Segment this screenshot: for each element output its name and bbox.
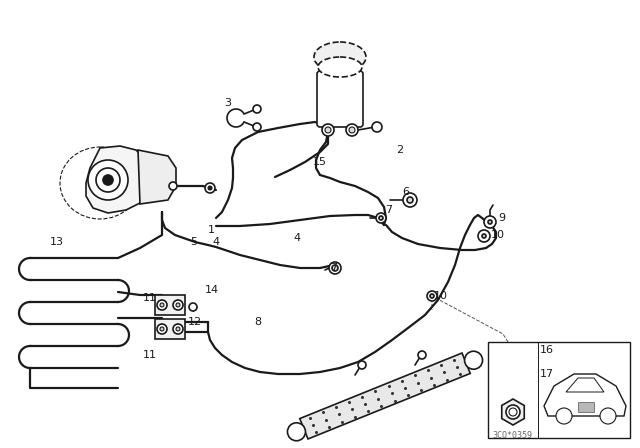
Text: 17: 17: [540, 369, 554, 379]
Text: 15: 15: [313, 157, 327, 167]
Text: 6: 6: [402, 187, 409, 197]
Circle shape: [287, 423, 305, 441]
Circle shape: [506, 405, 520, 419]
Polygon shape: [300, 353, 470, 439]
Text: 7: 7: [330, 263, 337, 273]
Circle shape: [407, 197, 413, 203]
Circle shape: [379, 216, 383, 220]
Polygon shape: [502, 399, 524, 425]
Circle shape: [508, 347, 518, 357]
Circle shape: [96, 168, 120, 192]
Polygon shape: [86, 146, 150, 213]
FancyBboxPatch shape: [488, 342, 630, 438]
Circle shape: [556, 408, 572, 424]
Text: 4: 4: [212, 237, 219, 247]
Circle shape: [506, 357, 520, 371]
Ellipse shape: [318, 57, 362, 77]
Text: 10: 10: [434, 291, 448, 301]
Circle shape: [376, 213, 386, 223]
Text: 3CO*0359: 3CO*0359: [492, 431, 532, 439]
Circle shape: [465, 351, 483, 369]
Circle shape: [358, 361, 366, 369]
Ellipse shape: [314, 42, 366, 72]
Text: 14: 14: [205, 285, 219, 295]
Circle shape: [418, 351, 426, 359]
Circle shape: [322, 124, 334, 136]
Circle shape: [325, 127, 331, 133]
Text: 13: 13: [50, 237, 64, 247]
Circle shape: [509, 408, 517, 416]
Circle shape: [478, 230, 490, 242]
Circle shape: [160, 327, 164, 331]
Circle shape: [349, 127, 355, 133]
Circle shape: [427, 291, 437, 301]
Text: 10: 10: [491, 230, 505, 240]
Circle shape: [173, 300, 183, 310]
Circle shape: [329, 262, 341, 274]
Text: 12: 12: [188, 317, 202, 327]
Text: 5: 5: [190, 237, 197, 247]
Text: 3: 3: [224, 98, 231, 108]
Text: 7: 7: [385, 205, 392, 215]
Circle shape: [103, 175, 113, 185]
Circle shape: [253, 123, 261, 131]
Circle shape: [253, 105, 261, 113]
FancyBboxPatch shape: [317, 71, 363, 127]
Text: 4: 4: [293, 233, 300, 243]
Circle shape: [176, 327, 180, 331]
Circle shape: [205, 183, 215, 193]
Text: 11: 11: [143, 350, 157, 360]
Circle shape: [157, 300, 167, 310]
Circle shape: [346, 124, 358, 136]
Circle shape: [372, 122, 382, 132]
Circle shape: [488, 220, 492, 224]
Text: 9: 9: [498, 213, 505, 223]
Circle shape: [88, 160, 128, 200]
Text: 2: 2: [396, 145, 403, 155]
Circle shape: [501, 352, 525, 376]
FancyBboxPatch shape: [155, 295, 185, 315]
Circle shape: [208, 186, 212, 190]
Circle shape: [157, 324, 167, 334]
Circle shape: [600, 408, 616, 424]
Circle shape: [189, 303, 197, 311]
Circle shape: [169, 182, 177, 190]
Circle shape: [332, 265, 338, 271]
FancyBboxPatch shape: [155, 319, 185, 339]
Polygon shape: [138, 150, 176, 204]
Text: 16: 16: [540, 345, 554, 355]
Circle shape: [482, 234, 486, 238]
Text: 1: 1: [208, 225, 215, 235]
Circle shape: [173, 324, 183, 334]
Text: 11: 11: [143, 293, 157, 303]
Text: 8: 8: [254, 317, 261, 327]
Circle shape: [160, 303, 164, 307]
Polygon shape: [578, 402, 594, 412]
Circle shape: [430, 294, 434, 298]
Circle shape: [403, 193, 417, 207]
Circle shape: [484, 216, 496, 228]
Circle shape: [176, 303, 180, 307]
